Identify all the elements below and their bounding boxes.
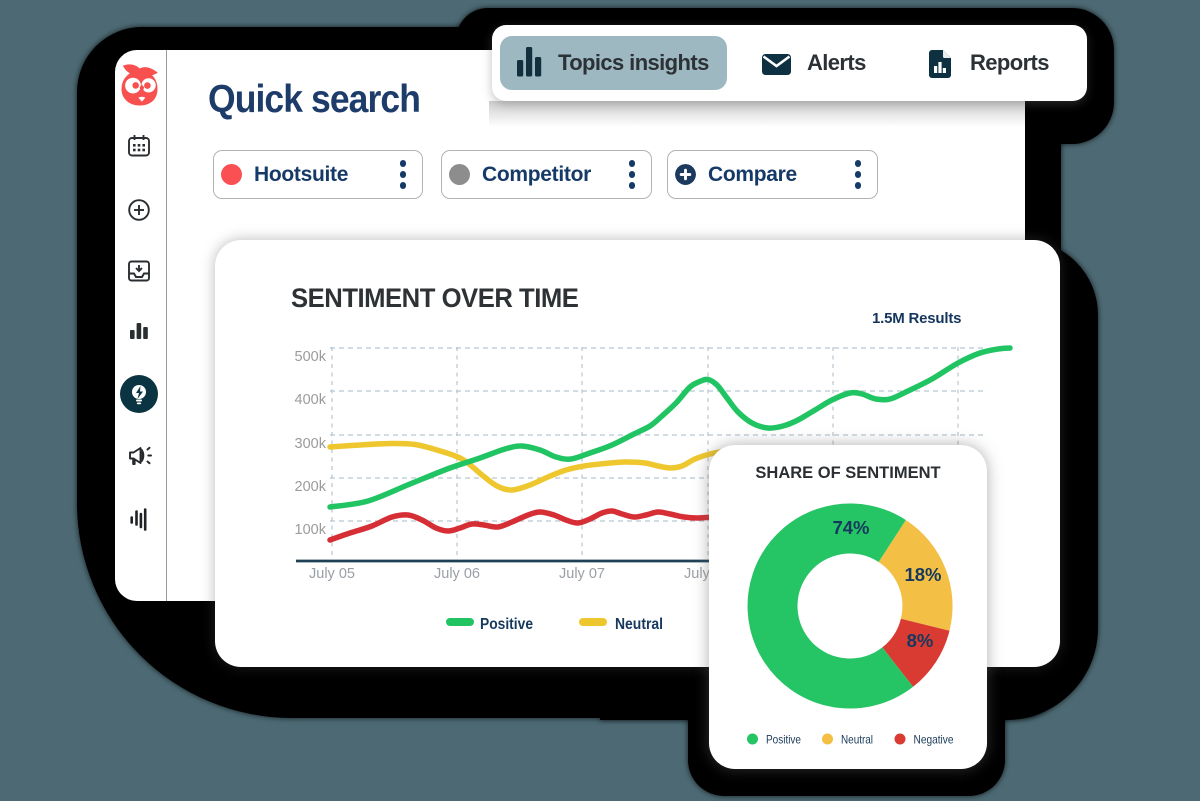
svg-text:Neutral: Neutral bbox=[615, 616, 663, 633]
svg-text:200k: 200k bbox=[295, 479, 327, 495]
svg-text:July 06: July 06 bbox=[434, 565, 480, 582]
svg-text:8%: 8% bbox=[907, 630, 934, 651]
svg-text:Positive: Positive bbox=[480, 616, 533, 633]
svg-text:Positive: Positive bbox=[766, 733, 801, 747]
svg-text:74%: 74% bbox=[832, 517, 869, 538]
svg-text:400k: 400k bbox=[295, 392, 327, 408]
svg-text:July 07: July 07 bbox=[559, 565, 605, 582]
svg-text:Negative: Negative bbox=[914, 733, 954, 747]
svg-text:July 05: July 05 bbox=[309, 565, 355, 582]
svg-text:Neutral: Neutral bbox=[841, 733, 873, 747]
svg-text:18%: 18% bbox=[904, 564, 941, 585]
svg-text:500k: 500k bbox=[295, 349, 327, 365]
svg-text:100k: 100k bbox=[295, 522, 327, 538]
svg-text:300k: 300k bbox=[295, 436, 327, 452]
